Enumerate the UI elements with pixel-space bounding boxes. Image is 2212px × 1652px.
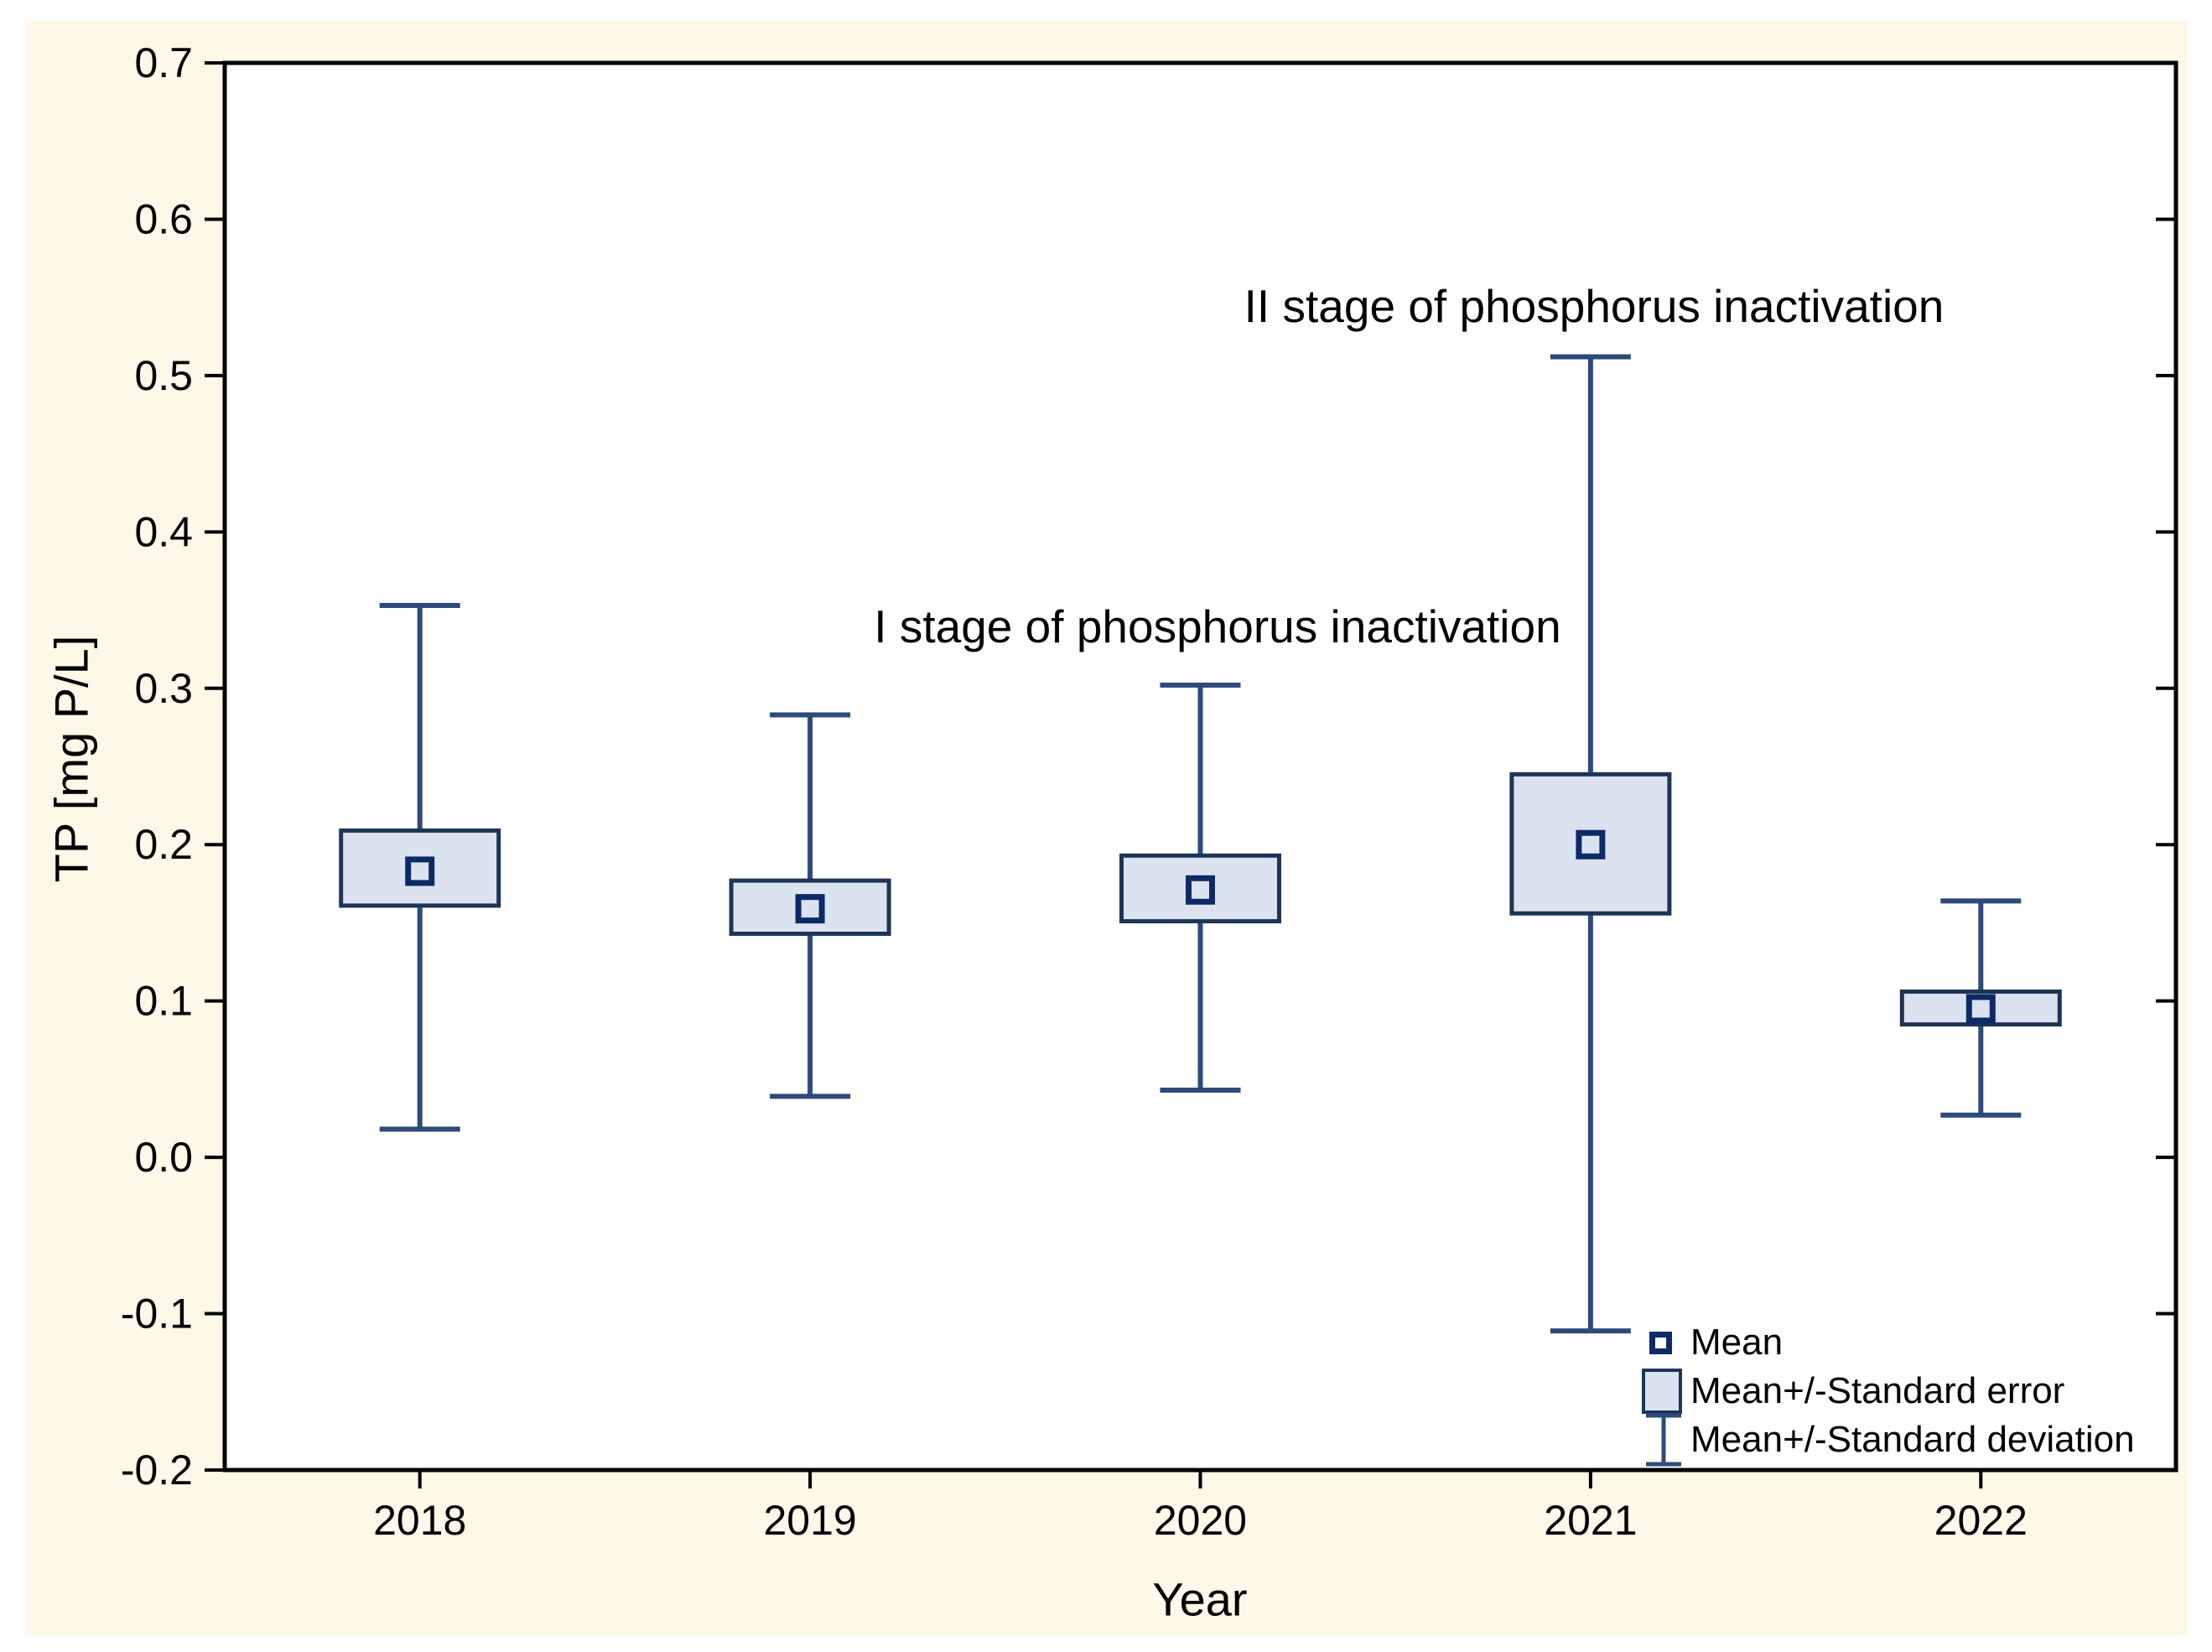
annotation-stage2: II stage of phosphorus inactivation [1244,280,1945,332]
annotation-stage1: I stage of phosphorus inactivation [874,600,1561,652]
se-box-2019 [729,878,891,936]
legend-row-mean: Mean [1642,1318,2135,1367]
standard-error-box-icon [1642,1369,1682,1414]
y-tick-label: 0.1 [134,978,193,1025]
y-tick-label: -0.2 [121,1447,193,1494]
y-tick-label: 0.7 [134,39,193,86]
se-box-2018 [339,828,501,908]
y-tick-label: 0.5 [134,352,193,399]
y-tick-label: 0.3 [134,665,193,712]
mean-square-icon [1649,1331,1672,1354]
se-box-2021 [1509,771,1672,916]
legend-label-standard-error: Mean+/-Standard error [1690,1370,2065,1411]
x-tick-label: 2022 [1934,1497,2028,1544]
legend-row-standard-error: Mean+/-Standard error [1642,1367,2135,1416]
y-tick-label: 0.0 [134,1134,193,1181]
legend-row-standard-deviation: Mean+/-Standard deviation [1642,1413,2135,1467]
standard-deviation-whisker-icon [1646,1413,1681,1467]
mean-marker-2019 [795,894,825,924]
x-tick-label: 2018 [373,1497,466,1544]
y-tick-label: -0.1 [121,1291,193,1338]
mean-marker-2018 [405,856,435,886]
se-box-2020 [1119,853,1281,924]
x-axis-title: Year [1152,1572,1248,1626]
y-tick-label: 0.2 [134,821,193,868]
y-tick-label: 0.4 [134,508,193,555]
legend-label-standard-deviation: Mean+/-Standard deviation [1690,1419,2135,1460]
mean-marker-2021 [1576,829,1606,860]
legend-label-mean: Mean [1690,1322,1784,1363]
x-tick-label: 2019 [763,1497,856,1544]
mean-marker-2020 [1186,875,1215,905]
legend: Mean Mean+/-Standard error Mean+/-Standa… [1642,1318,2135,1467]
x-tick-label: 2021 [1544,1497,1637,1544]
y-tick-label: 0.6 [134,195,193,242]
mean-marker-2022 [1965,994,1996,1024]
x-tick-label: 2020 [1154,1497,1247,1544]
y-axis-title: TP [mg P/L] [44,635,98,883]
